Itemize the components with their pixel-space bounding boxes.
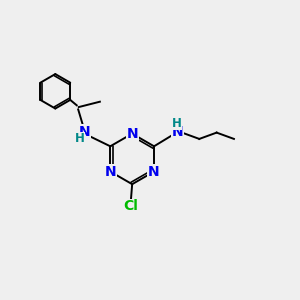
Text: Cl: Cl: [123, 200, 138, 214]
Text: N: N: [148, 164, 160, 178]
Text: N: N: [126, 127, 138, 141]
Text: H: H: [75, 132, 85, 145]
Text: H: H: [172, 117, 182, 130]
Text: N: N: [171, 125, 183, 139]
Text: N: N: [104, 164, 116, 178]
Text: N: N: [79, 125, 91, 139]
